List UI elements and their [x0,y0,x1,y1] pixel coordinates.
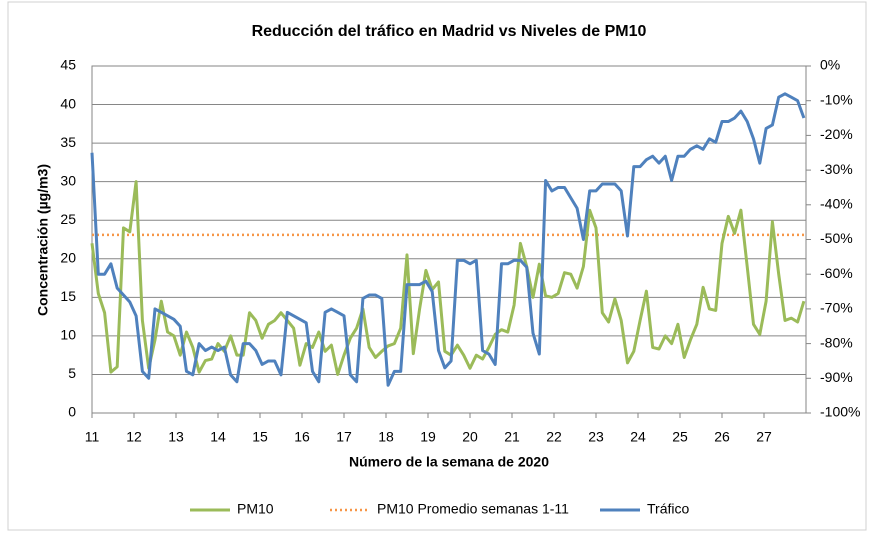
x-tick-label: 12 [126,429,142,445]
x-tick-label: 24 [630,429,646,445]
y-tick-label: 0 [68,404,76,420]
x-tick-label: 21 [504,429,520,445]
x-tick-label: 16 [294,429,310,445]
y2-tick-label: -60% [820,265,853,281]
y2-tick-label: -20% [820,126,853,142]
chart-title: Reducción del tráfico en Madrid vs Nivel… [252,23,647,40]
y2-tick-label: -70% [820,300,853,316]
x-tick-label: 20 [462,429,478,445]
series-line [90,180,806,376]
x-tick-label: 18 [378,429,394,445]
legend-label: Tráfico [647,501,689,517]
x-tick-label: 11 [85,429,100,445]
x-tick-label: 14 [210,429,226,445]
legend-label: PM10 [237,501,274,517]
y2-tick-label: -90% [820,369,853,385]
y-tick-label: 20 [60,249,76,265]
legend-label: PM10 Promedio semanas 1-11 [377,501,569,517]
y2-tick-label: -30% [820,161,853,177]
y-tick-label: 25 [60,211,76,227]
y-tick-label: 30 [60,172,76,188]
y-axis-title: Concentración (µg/m3) [35,164,51,316]
plot-frame [91,65,807,414]
y-tick-label: 40 [60,95,76,111]
x-tick-label: 27 [756,429,772,445]
y2-tick-label: -10% [820,91,853,107]
y2-tick-label: -80% [820,334,853,350]
y2-tick-label: -100% [820,404,860,420]
x-tick-label: 19 [420,429,436,445]
x-axis-title: Número de la semana de 2020 [349,454,549,470]
x-tick-label: 22 [546,429,562,445]
x-tick-label: 25 [672,429,688,445]
chart-border [7,1,867,531]
x-tick-label: 23 [588,429,604,445]
y-tick-label: 5 [68,365,76,381]
y-tick-label: 45 [60,57,76,73]
y-tick-label: 35 [60,134,76,150]
y2-tick-label: -40% [820,196,853,212]
y-tick-label: 15 [60,288,76,304]
series-line [90,92,806,387]
y2-tick-label: -50% [820,230,853,246]
x-tick-label: 17 [336,429,352,445]
x-tick-label: 26 [714,429,730,445]
y-tick-label: 10 [60,327,76,343]
x-tick-label: 13 [168,429,184,445]
x-tick-label: 15 [252,429,268,445]
y2-tick-label: 0% [820,57,840,73]
